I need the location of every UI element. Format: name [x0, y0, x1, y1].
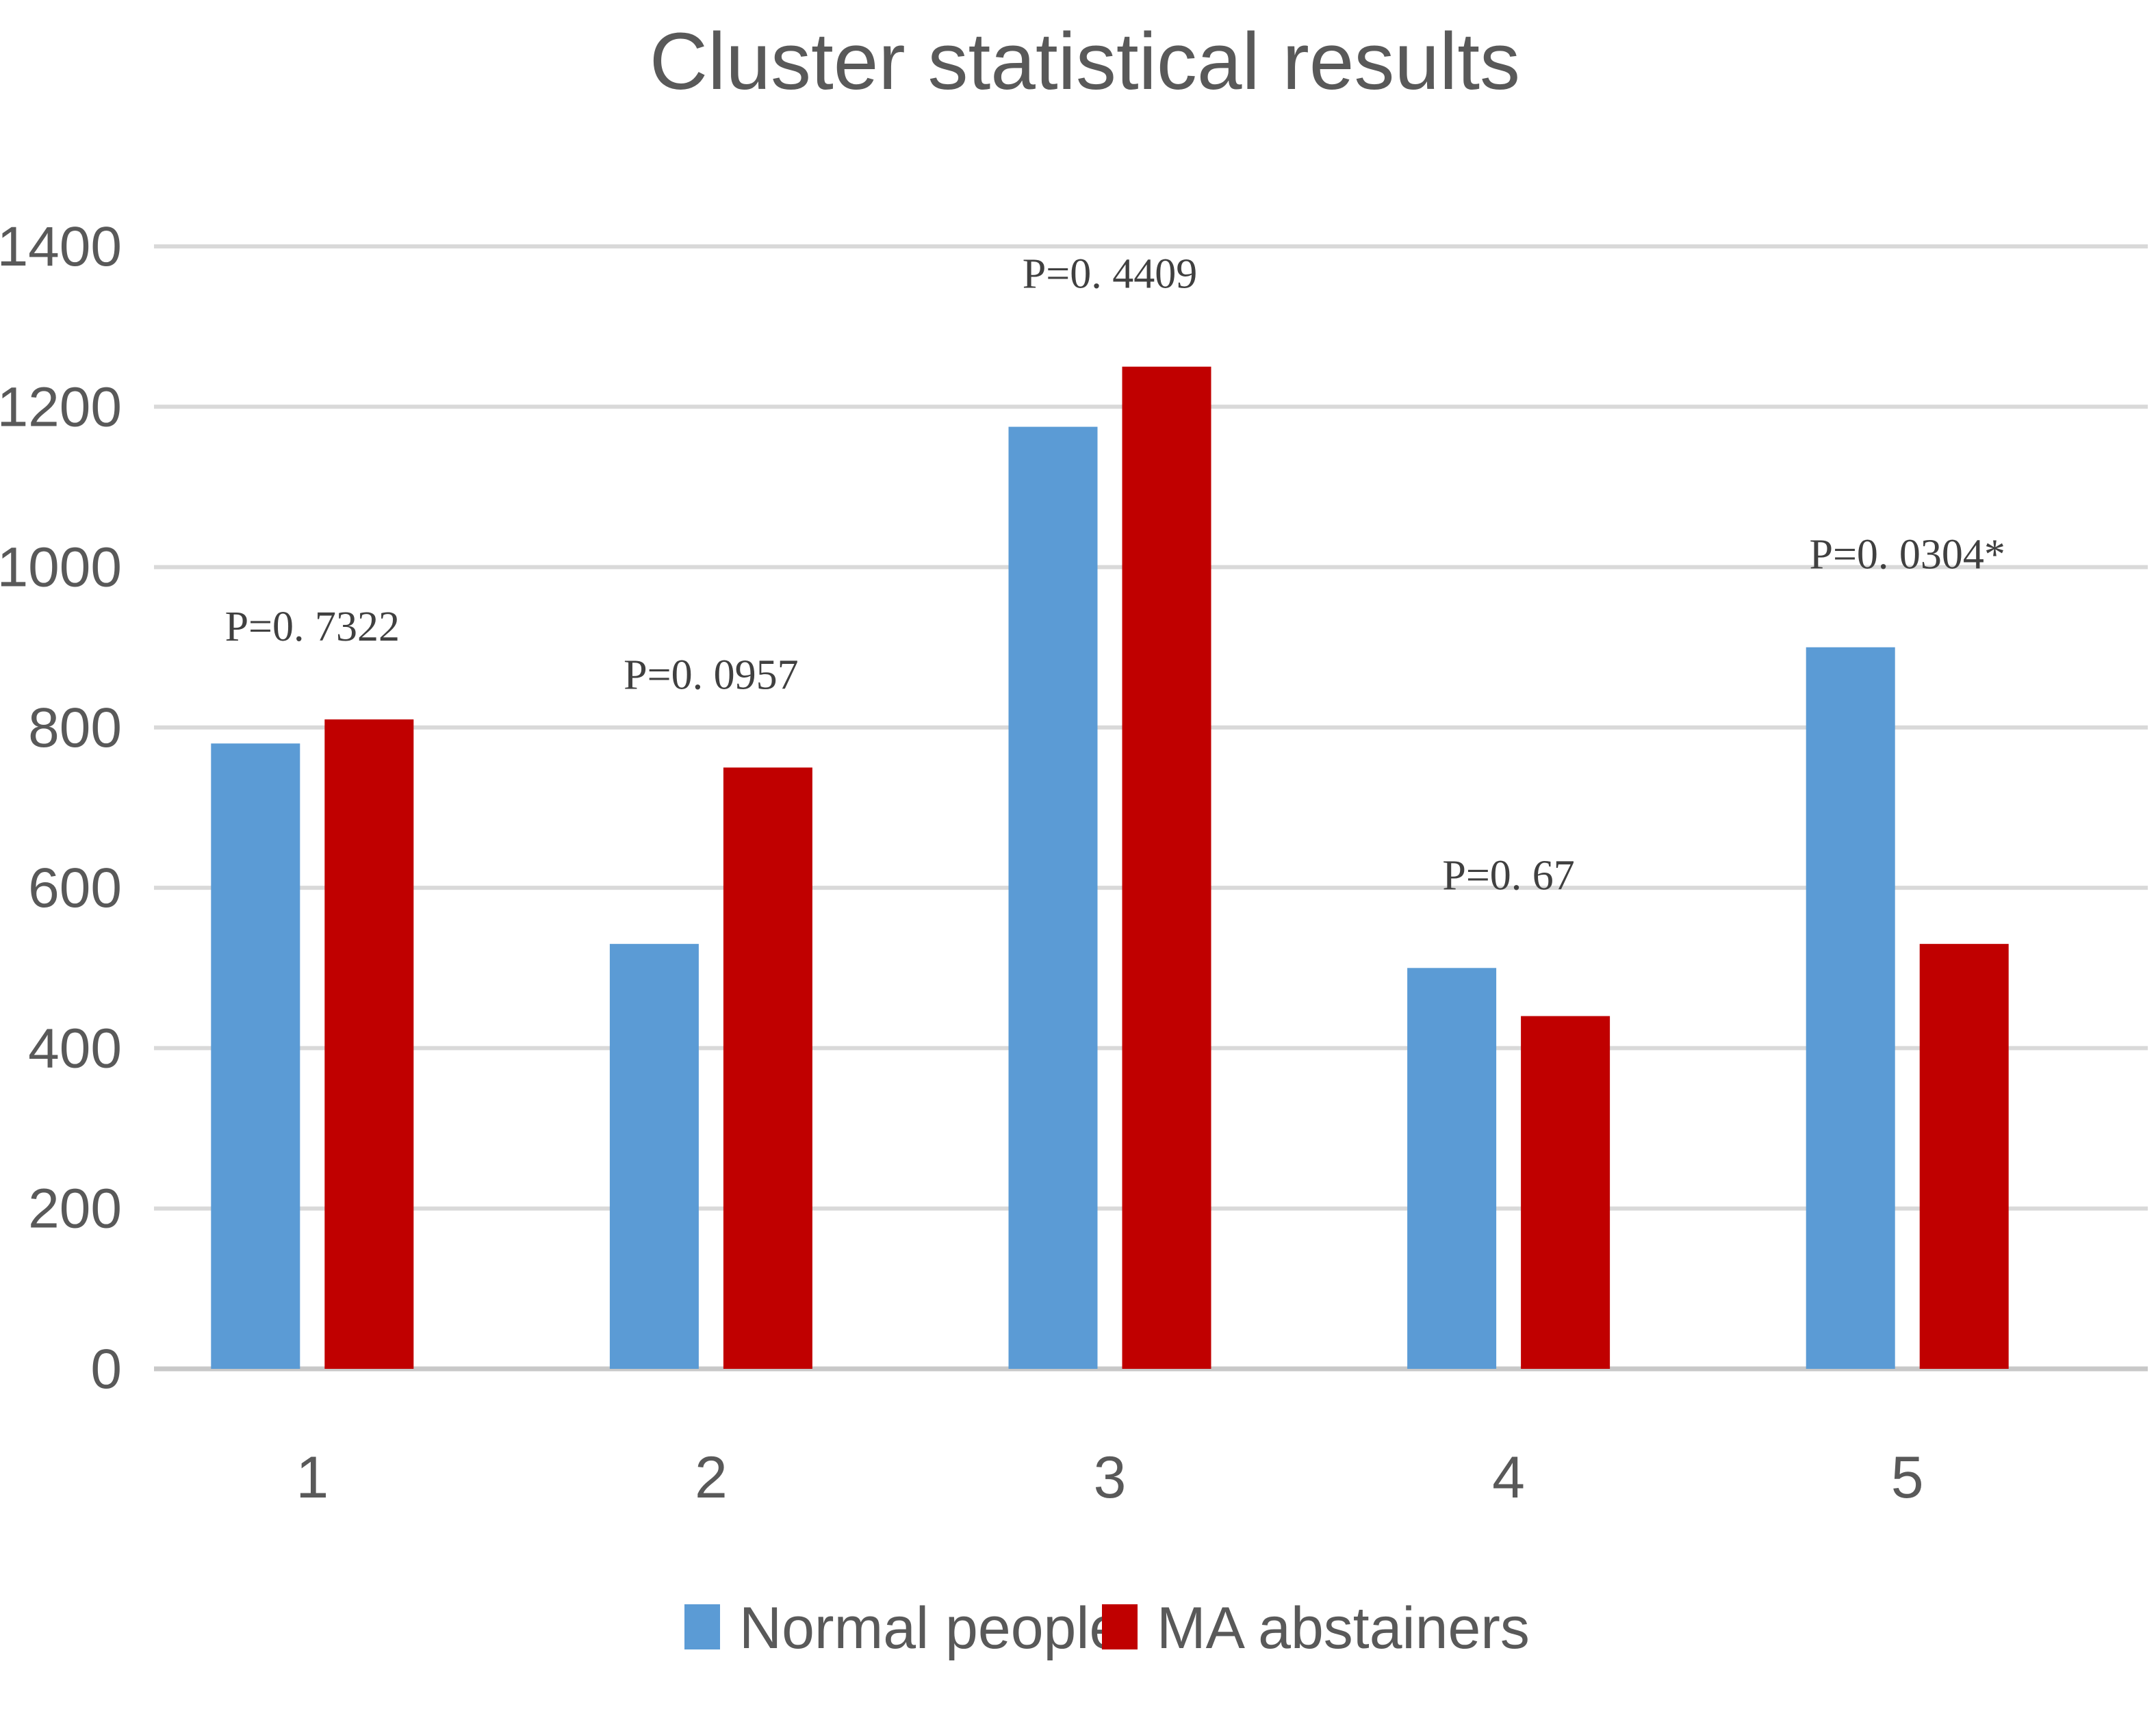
legend-swatch — [684, 1604, 720, 1649]
legend-label: Normal people — [739, 1595, 1122, 1661]
bar-normal-people-5 — [1806, 647, 1895, 1369]
p-value-annotation: P=0. 4409 — [1023, 251, 1197, 298]
y-tick-label: 800 — [28, 697, 122, 759]
bar-ma-abstainers-1 — [324, 719, 414, 1369]
x-tick-label: 5 — [1891, 1445, 1924, 1511]
bar-ma-abstainers-2 — [723, 767, 812, 1369]
bar-ma-abstainers-3 — [1122, 366, 1211, 1369]
x-tick-label: 4 — [1492, 1445, 1525, 1511]
p-value-annotation: P=0. 7322 — [225, 604, 400, 650]
bars — [211, 366, 2009, 1369]
y-tick-label: 1400 — [0, 216, 122, 278]
y-tick-label: 0 — [90, 1338, 122, 1400]
bar-normal-people-3 — [1008, 426, 1098, 1369]
x-tick-label: 2 — [695, 1445, 728, 1511]
bar-normal-people-4 — [1407, 968, 1497, 1369]
p-value-annotations: P=0. 7322 P=0. 0957 P=0. 4409 P=0. 67 P=0. 0… — [225, 251, 2005, 899]
bar-ma-abstainers-5 — [1919, 944, 2009, 1369]
y-tick-label: 600 — [28, 857, 122, 919]
y-axis-ticks: 0 200 400 600 800 1000 1200 1400 — [0, 216, 122, 1400]
y-tick-label: 400 — [28, 1017, 122, 1079]
y-tick-label: 1200 — [0, 376, 122, 438]
p-value-annotation: P=0. 0957 — [624, 652, 798, 698]
p-value-annotation: P=0. 67 — [1442, 852, 1574, 899]
x-tick-label: 1 — [296, 1445, 329, 1511]
bar-normal-people-1 — [211, 743, 300, 1369]
legend-label: MA abstainers — [1157, 1595, 1530, 1661]
x-axis-ticks: 1 2 3 4 5 — [296, 1445, 1923, 1511]
x-tick-label: 3 — [1094, 1445, 1127, 1511]
legend-swatch — [1102, 1604, 1138, 1649]
bar-normal-people-2 — [609, 944, 699, 1369]
y-tick-label: 200 — [28, 1178, 122, 1240]
bar-ma-abstainers-4 — [1521, 1016, 1610, 1369]
p-value-annotation: P=0. 0304* — [1809, 532, 2005, 578]
legend: Normal people MA abstainers — [684, 1595, 1530, 1661]
chart-title: Cluster statistical results — [650, 16, 1520, 107]
y-tick-label: 1000 — [0, 537, 122, 599]
